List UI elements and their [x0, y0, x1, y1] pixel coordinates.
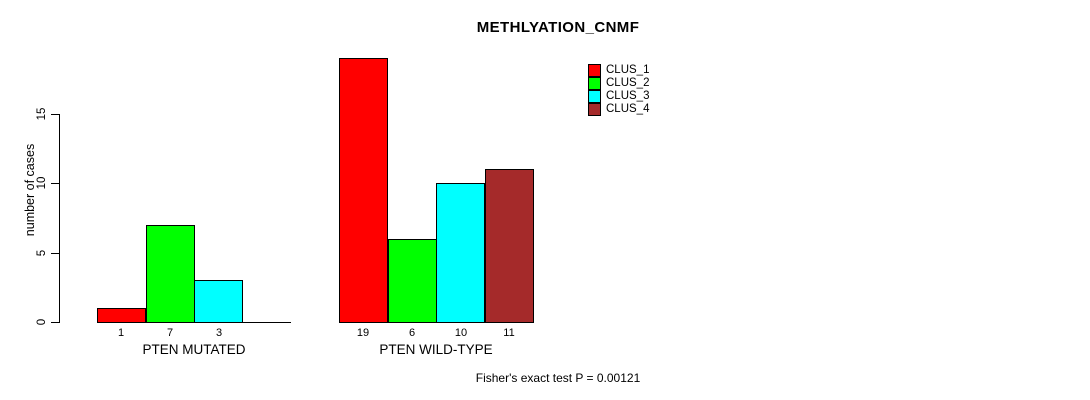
legend-label: CLUS_1: [606, 64, 650, 76]
fisher-test-footnote: Fisher's exact test P = 0.00121: [475, 371, 641, 385]
category-label: PTEN MUTATED: [142, 342, 246, 357]
bar-value-label: 19: [356, 327, 370, 339]
legend-swatch-icon: [588, 64, 601, 77]
category-label: PTEN WILD-TYPE: [379, 342, 493, 357]
y-axis-tick: [51, 114, 60, 115]
bar-clus_4: [485, 169, 534, 323]
legend-label: CLUS_2: [606, 77, 650, 89]
y-axis-tick-label: 15: [36, 107, 48, 121]
bar-clus_1: [97, 308, 146, 323]
legend-label: CLUS_3: [606, 90, 650, 102]
y-axis-tick-label: 0: [36, 318, 48, 326]
y-axis-tick: [51, 183, 60, 184]
legend: CLUS_1 CLUS_2 CLUS_3 CLUS_4: [588, 64, 649, 116]
legend-item-clus_2: CLUS_2: [588, 77, 649, 90]
bar-value-label: 11: [503, 327, 515, 339]
bar-clus_3: [194, 280, 243, 323]
legend-item-clus_3: CLUS_3: [588, 90, 649, 103]
chart-title: METHLYATION_CNMF: [476, 19, 640, 36]
bar-value-label: 6: [408, 327, 416, 339]
y-axis-tick: [51, 253, 60, 254]
y-axis-label: number of cases: [23, 143, 37, 237]
bar-value-label: 10: [454, 327, 468, 339]
legend-swatch-icon: [588, 90, 601, 103]
legend-swatch-icon: [588, 77, 601, 90]
bar-value-label: 3: [215, 327, 223, 339]
bar-clus_3: [436, 183, 485, 323]
bar-value-label: 1: [117, 327, 125, 339]
bar-clus_1: [339, 58, 388, 323]
legend-item-clus_1: CLUS_1: [588, 64, 649, 77]
bar-clus_2: [146, 225, 195, 323]
y-axis-line: [59, 114, 60, 323]
bar-value-label: 7: [166, 327, 174, 339]
legend-item-clus_4: CLUS_4: [588, 103, 649, 116]
legend-swatch-icon: [588, 103, 601, 116]
y-axis-tick: [51, 322, 60, 323]
bar-clus_2: [388, 239, 437, 323]
legend-label: CLUS_4: [606, 103, 650, 115]
y-axis-tick-label: 5: [36, 249, 48, 257]
y-axis-tick-label: 10: [36, 176, 48, 190]
